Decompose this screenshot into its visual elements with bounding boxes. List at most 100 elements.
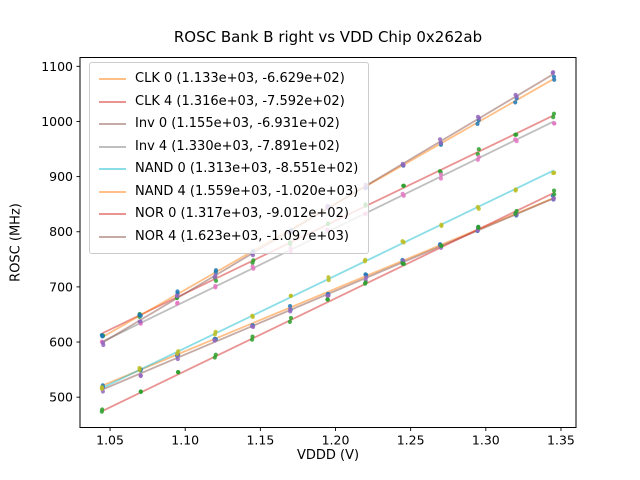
legend-item: NAND 0 (1.313e+03, -8.551e+02) <box>99 158 358 181</box>
x-tick-label: 1.10 <box>171 433 199 448</box>
x-tick-label: 1.25 <box>397 433 425 448</box>
legend-swatch-line <box>99 235 126 238</box>
data-point-inv-0 <box>175 356 180 362</box>
data-point-inv-0 <box>138 373 143 378</box>
data-point-nand-4 <box>99 333 104 338</box>
data-point-nand-4 <box>551 74 557 79</box>
y-tick-label: 800 <box>49 224 73 239</box>
data-point-clk-4 <box>250 260 255 265</box>
x-tick-label: 1.05 <box>96 433 124 448</box>
data-point-nor-0 <box>514 208 519 214</box>
data-point-inv-4 <box>476 154 481 160</box>
y-tick-label: 1100 <box>41 59 73 74</box>
data-point-nor-0 <box>176 370 181 375</box>
data-point-nor-0 <box>213 352 218 357</box>
data-point-nor-0 <box>99 409 104 414</box>
legend-box: CLK 0 (1.133e+03, -6.629e+02) CLK 4 (1.31… <box>89 62 370 254</box>
data-point-nand-0 <box>400 239 405 244</box>
data-point-nand-4 <box>175 289 180 294</box>
data-point-inv-4 <box>213 283 218 289</box>
legend-item: CLK 0 (1.133e+03, -6.629e+02) <box>99 68 358 91</box>
data-point-clk-4 <box>401 183 406 188</box>
y-axis-label: ROSC (MHz) <box>8 203 24 282</box>
x-tick-label: 1.30 <box>472 433 500 448</box>
x-tick-label: 1.20 <box>322 433 350 448</box>
data-point-nor-4 <box>477 116 482 121</box>
legend-item: CLK 4 (1.316e+03, -7.592e+02) <box>99 91 358 114</box>
data-point-clk-4 <box>551 115 556 120</box>
legend-item: NOR 0 (1.317e+03, -9.012e+02) <box>99 203 358 226</box>
data-point-nand-0 <box>439 223 444 229</box>
data-point-nand-0 <box>362 259 367 264</box>
legend-item: NOR 4 (1.623e+03, -1.097e+03) <box>99 226 358 249</box>
x-tick-label: 1.15 <box>246 433 274 448</box>
data-point-nor-4 <box>550 70 555 76</box>
legend-label: NOR 0 (1.317e+03, -9.012e+02) <box>135 206 349 221</box>
data-point-nand-4 <box>552 77 557 82</box>
data-point-nand-0 <box>552 170 557 175</box>
data-point-nand-0 <box>137 367 142 372</box>
legend-item: Inv 0 (1.155e+03, -6.931e+02) <box>99 113 358 136</box>
y-tick-label: 500 <box>49 390 73 405</box>
data-point-nor-0 <box>288 315 294 321</box>
data-point-nand-0 <box>99 385 105 390</box>
data-point-nor-4 <box>438 140 443 146</box>
data-point-nor-0 <box>138 389 143 394</box>
data-point-nor-0 <box>363 280 368 285</box>
legend-swatch-line <box>99 100 126 103</box>
data-point-inv-0 <box>325 293 330 299</box>
legend-label: Inv 0 (1.155e+03, -6.931e+02) <box>135 116 340 131</box>
data-point-inv-0 <box>551 196 556 201</box>
data-point-inv-0 <box>212 338 217 343</box>
data-point-nand-0 <box>476 206 481 211</box>
legend-label: Inv 4 (1.330e+03, -7.891e+02) <box>135 138 340 154</box>
data-point-nand-0 <box>326 278 331 283</box>
legend-item: NAND 4 (1.559e+03, -1.020e+03) <box>99 181 358 204</box>
legend-swatch-line <box>99 145 126 148</box>
data-point-nand-4 <box>475 121 480 126</box>
data-point-inv-0 <box>364 275 369 280</box>
y-tick-label: 900 <box>49 169 73 184</box>
data-point-nand-4 <box>213 268 219 273</box>
data-point-inv-4 <box>513 137 518 142</box>
data-point-inv-4 <box>175 301 180 306</box>
legend-label: CLK 4 (1.316e+03, -7.592e+02) <box>135 93 345 109</box>
data-point-clk-4 <box>437 169 443 174</box>
data-point-inv-4 <box>438 176 444 181</box>
legend-label: CLK 0 (1.133e+03, -6.629e+02) <box>135 71 345 86</box>
legend-swatch-line <box>99 168 126 171</box>
data-point-nor-0 <box>439 243 444 248</box>
data-point-nor-4 <box>437 137 443 142</box>
data-point-nor-4 <box>100 340 106 345</box>
data-point-clk-0 <box>287 304 293 309</box>
legend-label: NAND 4 (1.559e+03, -1.020e+03) <box>135 183 359 199</box>
data-point-nor-4 <box>513 92 518 97</box>
legend-label: NAND 0 (1.313e+03, -8.551e+02) <box>135 161 359 176</box>
legend-swatch-line <box>99 123 126 126</box>
data-point-nand-4 <box>137 312 142 317</box>
data-point-nand-4 <box>513 100 518 105</box>
y-tick-label: 600 <box>49 335 73 350</box>
legend-item: Inv 4 (1.330e+03, -7.891e+02) <box>99 136 358 159</box>
data-point-clk-4 <box>476 147 481 152</box>
data-point-nor-4 <box>400 161 405 166</box>
data-point-nor-0 <box>249 337 255 342</box>
data-point-nand-0 <box>513 187 518 192</box>
data-point-nor-0 <box>287 319 292 325</box>
data-point-nor-0 <box>552 192 557 197</box>
data-point-inv-0 <box>288 307 293 312</box>
data-point-clk-4 <box>213 278 219 283</box>
y-tick-label: 700 <box>49 279 73 294</box>
data-point-nor-0 <box>476 225 481 230</box>
chart-title: ROSC Bank B right vs VDD Chip 0x262ab <box>173 28 483 46</box>
legend-swatch-line <box>99 78 126 81</box>
data-point-inv-0 <box>251 324 256 329</box>
data-point-nor-4 <box>137 319 142 324</box>
data-point-nor-0 <box>325 297 330 302</box>
data-point-inv-4 <box>552 121 557 126</box>
data-point-inv-4 <box>438 172 444 177</box>
y-tick-label: 1000 <box>41 114 73 129</box>
data-point-clk-4 <box>551 111 557 116</box>
x-axis-label: VDDD (V) <box>296 448 360 463</box>
